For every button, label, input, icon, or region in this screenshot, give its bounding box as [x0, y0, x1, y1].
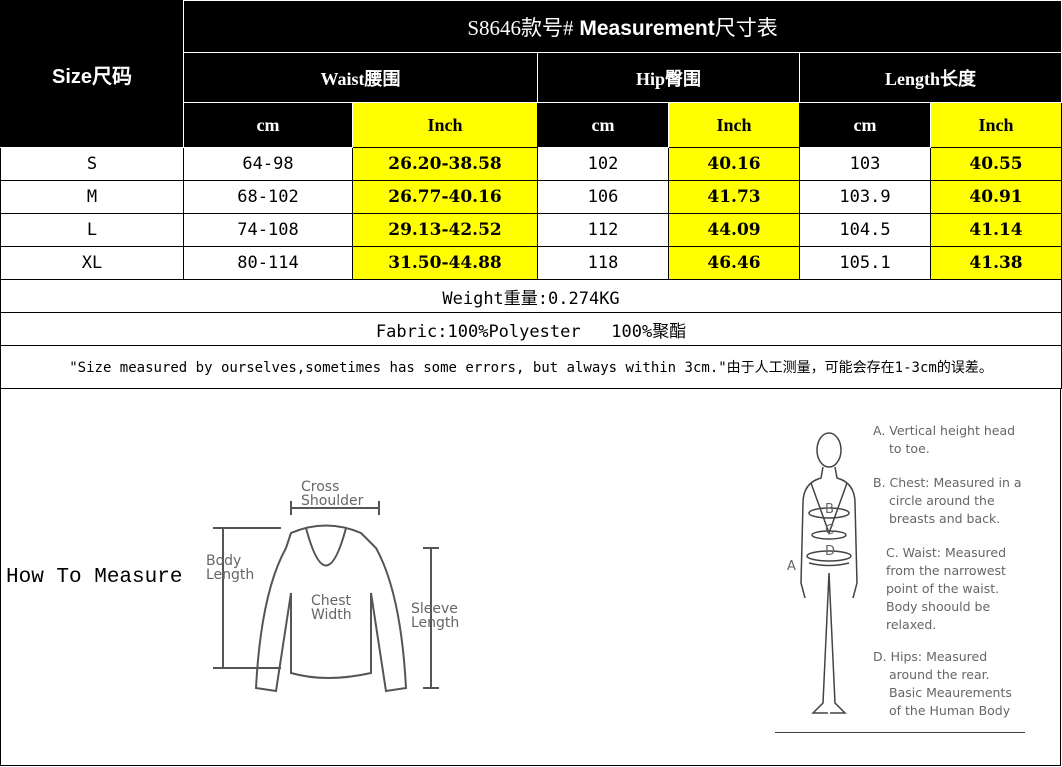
body-length-label: Body: [206, 553, 241, 569]
measurement-description: to toe.: [889, 441, 930, 456]
cell-waist-in: 29.13-42.52: [352, 213, 538, 247]
cell-len-cm: 104.5: [799, 213, 931, 247]
cell-len-cm: 105.1: [799, 246, 931, 280]
measurement-description: Basic Meaurements: [889, 685, 1012, 700]
garment-diagram: Cross Shoulder Body Length Chest Width S…: [206, 479, 459, 693]
note-row: "Size measured by ourselves,sometimes ha…: [0, 345, 1062, 389]
measurement-description: B. Chest: Measured in a: [873, 475, 1022, 490]
cell-len-cm: 103.9: [799, 180, 931, 214]
body-length-label-2: Length: [206, 567, 254, 583]
how-to-measure-section: How To Measure Cross Shoulder Body Lengt…: [0, 388, 1061, 766]
unit-inch: Inch: [668, 102, 800, 148]
table-row: S 64-98 26.20-38.58 102 40.16 103 40.55: [0, 147, 1062, 181]
cell-hip-cm: 106: [537, 180, 669, 214]
marker-d: D: [825, 544, 835, 559]
table-row: M 68-102 26.77-40.16 106 41.73 103.9 40.91: [0, 180, 1062, 214]
size-chart-table: Size尺码 S8646款号# Measurement尺寸表 Waist腰围 H…: [0, 0, 1062, 389]
measurement-description: point of the waist.: [886, 581, 999, 596]
weight-row: Weight重量:0.274KG: [0, 279, 1062, 313]
measurement-description: A. Vertical height head: [873, 423, 1015, 438]
cell-len-in: 41.14: [929, 213, 1062, 247]
unit-cm: cm: [799, 102, 931, 148]
cell-len-in: 41.38: [929, 246, 1062, 280]
cell-size: L: [0, 213, 184, 247]
cross-shoulder-label: Cross: [301, 479, 339, 495]
sleeve-length-label: Sleeve: [411, 601, 458, 617]
unit-cm: cm: [183, 102, 353, 148]
length-header: Length长度: [798, 52, 1062, 103]
measurement-description: breasts and back.: [889, 511, 1000, 526]
cell-len-in: 40.55: [929, 147, 1062, 181]
cell-waist-in: 31.50-44.88: [352, 246, 538, 280]
sleeve-length-label-2: Length: [411, 615, 459, 631]
measurement-description: from the narrowest: [886, 563, 1006, 578]
chest-width-label-2: Width: [311, 607, 352, 623]
cell-size: M: [0, 180, 184, 214]
cell-hip-in: 40.16: [668, 147, 800, 181]
cell-hip-in: 46.46: [668, 246, 800, 280]
cell-waist-in: 26.20-38.58: [352, 147, 538, 181]
size-header: Size尺码: [0, 0, 184, 148]
chart-title: S8646款号# Measurement尺寸表: [182, 0, 1062, 53]
cell-waist-cm: 80-114: [183, 246, 353, 280]
measurement-description: D. Hips: Measured: [873, 649, 987, 664]
cell-hip-cm: 102: [537, 147, 669, 181]
waist-header: Waist腰围: [183, 52, 538, 103]
cell-hip-in: 41.73: [668, 180, 800, 214]
unit-cm: cm: [537, 102, 669, 148]
measurement-description: circle around the: [889, 493, 995, 508]
cell-waist-cm: 64-98: [183, 147, 353, 181]
table-row: XL 80-114 31.50-44.88 118 46.46 105.1 41.38: [0, 246, 1062, 280]
hip-header: Hip臀围: [537, 52, 800, 103]
fabric-row: Fabric:100%Polyester 100%聚酯: [0, 312, 1062, 346]
chest-width-label: Chest: [311, 593, 352, 609]
measurement-description: Body shoould be: [886, 599, 990, 614]
marker-a: A: [787, 559, 796, 574]
cell-hip-cm: 118: [537, 246, 669, 280]
cell-waist-in: 26.77-40.16: [352, 180, 538, 214]
cell-len-cm: 103: [799, 147, 931, 181]
cell-hip-cm: 112: [537, 213, 669, 247]
measurement-description: C. Waist: Measured: [886, 545, 1006, 560]
unit-inch: Inch: [352, 102, 538, 148]
unit-inch: Inch: [929, 102, 1062, 148]
measurement-description: of the Human Body: [889, 703, 1011, 718]
measurement-description: around the rear.: [889, 667, 990, 682]
cell-waist-cm: 74-108: [183, 213, 353, 247]
measurement-description: relaxed.: [886, 617, 936, 632]
cell-len-in: 40.91: [929, 180, 1062, 214]
how-to-measure-label: How To Measure: [6, 566, 183, 589]
cell-size: S: [0, 147, 184, 181]
body-diagram: B C D A A. Vertical height head to toe. B.…: [775, 423, 1025, 733]
cell-waist-cm: 68-102: [183, 180, 353, 214]
cross-shoulder-label-2: Shoulder: [301, 493, 364, 509]
cell-hip-in: 44.09: [668, 213, 800, 247]
table-row: L 74-108 29.13-42.52 112 44.09 104.5 41.14: [0, 213, 1062, 247]
cell-size: XL: [0, 246, 184, 280]
marker-b: B: [825, 502, 834, 517]
marker-c: C: [825, 523, 834, 538]
